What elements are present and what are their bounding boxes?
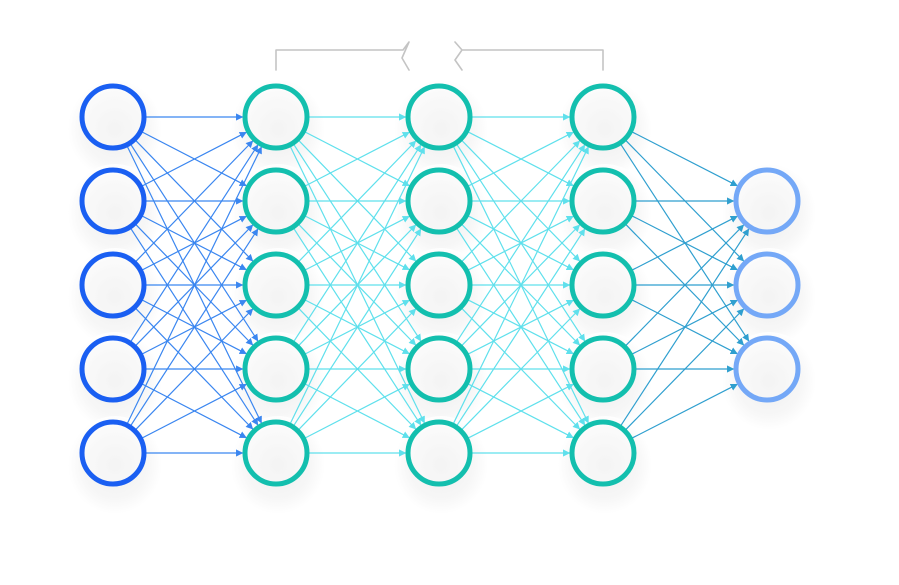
node-shadow — [722, 332, 816, 430]
connection-hidden-to-hidden — [298, 140, 417, 263]
connection-hidden-to-hidden — [467, 383, 574, 439]
connection-hidden-to-output — [631, 131, 738, 187]
connection-hidden-to-output — [625, 224, 745, 347]
node-shadow — [722, 164, 816, 262]
node-shadow — [231, 416, 325, 514]
node-shadow — [558, 248, 652, 346]
connection-hidden-to-output — [631, 215, 738, 271]
input-node — [79, 419, 147, 487]
output-node — [733, 335, 801, 403]
nodes — [79, 83, 801, 487]
hidden-node — [242, 335, 310, 403]
node-shadow — [394, 416, 488, 514]
input-node — [79, 335, 147, 403]
connection-input-to-hidden — [135, 140, 254, 263]
hidden-node — [569, 251, 637, 319]
bracket-right-segment — [454, 41, 604, 71]
connection-input-to-hidden — [130, 228, 259, 427]
output-node — [733, 251, 801, 319]
hidden-node — [242, 419, 310, 487]
hidden-node — [569, 335, 637, 403]
node-shadow — [231, 248, 325, 346]
input-node — [79, 83, 147, 151]
input-node — [79, 251, 147, 319]
connection-hidden-to-hidden — [298, 308, 417, 431]
hidden-node — [569, 419, 637, 487]
node-shadow — [722, 248, 816, 346]
node-shadow — [558, 164, 652, 262]
node-shadow — [394, 248, 488, 346]
hidden-node — [242, 251, 310, 319]
node-shadow — [558, 416, 652, 514]
connection-hidden-to-hidden — [289, 146, 425, 425]
input-node — [79, 167, 147, 235]
connection-hidden-to-hidden — [456, 144, 586, 343]
connection-hidden-to-hidden — [304, 131, 410, 187]
node-shadow — [394, 164, 488, 262]
output-node — [733, 167, 801, 235]
connection-hidden-to-hidden — [452, 146, 589, 425]
connection-hidden-to-output — [625, 308, 745, 431]
connection-hidden-to-hidden — [293, 144, 422, 343]
connection-hidden-to-hidden — [461, 140, 581, 263]
node-shadow — [231, 164, 325, 262]
hidden-node — [569, 83, 637, 151]
node-shadow — [394, 332, 488, 430]
connection-input-to-hidden — [135, 308, 254, 431]
node-shadow — [68, 248, 162, 346]
connections — [126, 113, 750, 457]
node-shadow — [558, 332, 652, 430]
connection-hidden-to-hidden — [293, 228, 422, 427]
connection-hidden-to-hidden — [461, 308, 581, 431]
node-shadow — [68, 332, 162, 430]
bracket-left-segment — [275, 41, 410, 71]
hidden-node — [242, 83, 310, 151]
hidden-node — [405, 335, 473, 403]
node-shadow — [558, 80, 652, 178]
hidden-node — [242, 167, 310, 235]
node-shadow — [68, 164, 162, 262]
connection-input-to-hidden — [126, 146, 262, 425]
node-shadow — [68, 416, 162, 514]
node-shadow — [394, 80, 488, 178]
node-shadow — [231, 80, 325, 178]
connection-input-to-hidden — [130, 144, 259, 343]
hidden-node — [405, 251, 473, 319]
hidden-node — [405, 419, 473, 487]
omitted-layers-bracket — [275, 41, 604, 71]
connection-input-to-hidden — [141, 131, 247, 187]
connection-hidden-to-hidden — [467, 131, 574, 187]
hidden-node — [405, 167, 473, 235]
connection-hidden-to-output — [631, 383, 738, 439]
connection-hidden-to-output — [620, 228, 750, 427]
connection-hidden-to-hidden — [304, 383, 410, 439]
node-shadows — [68, 80, 816, 514]
hidden-node — [405, 83, 473, 151]
connection-input-to-hidden — [141, 383, 247, 439]
node-shadow — [231, 332, 325, 430]
node-shadow — [68, 80, 162, 178]
connection-hidden-to-hidden — [456, 228, 586, 427]
hidden-node — [569, 167, 637, 235]
